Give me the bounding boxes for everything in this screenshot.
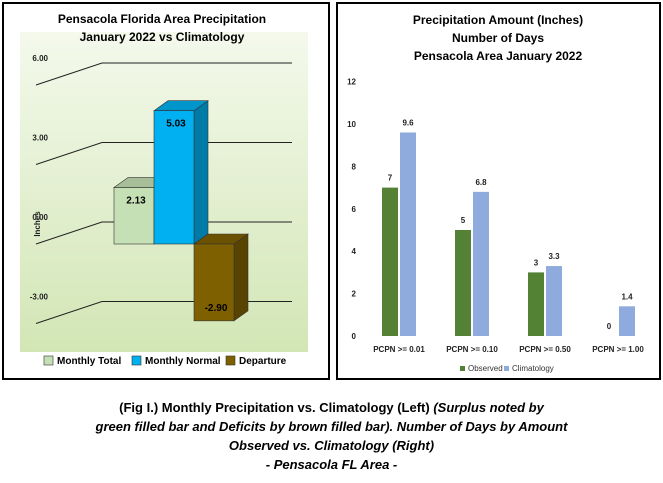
- right-legend: Observed Climatology: [460, 364, 554, 373]
- left-y-tick-label: -3.00: [30, 293, 49, 302]
- right-bar-value-label: 7: [388, 174, 393, 183]
- right-chart-panel: Precipitation Amount (Inches) Number of …: [336, 2, 661, 380]
- caption-line-1: (Fig I.) Monthly Precipitation vs. Clima…: [0, 398, 663, 417]
- right-legend-swatch: [460, 366, 465, 371]
- right-y-tick-label: 2: [352, 290, 357, 299]
- right-bar: [473, 191, 489, 336]
- right-bar-value-label: 9.6: [402, 118, 414, 127]
- right-category-label: PCPN >= 1.00: [592, 345, 644, 354]
- left-legend-label: Departure: [239, 356, 287, 367]
- caption-line-1-italic: (Surplus noted by: [433, 400, 544, 415]
- left-y-tick-label: 3.00: [32, 134, 48, 143]
- right-chart-title-line-1: Precipitation Amount (Inches): [413, 13, 583, 27]
- right-category-label: PCPN >= 0.50: [519, 345, 571, 354]
- right-bar: [400, 132, 416, 336]
- right-y-tick-label: 6: [352, 205, 357, 214]
- left-y-tick-label: 0.00: [32, 213, 48, 222]
- right-legend-swatch: [504, 366, 509, 371]
- left-legend: Monthly Total Monthly Normal Departure: [43, 355, 287, 367]
- right-bar-value-label: 0: [607, 322, 612, 331]
- right-bar: [382, 187, 398, 336]
- right-bar: [546, 266, 562, 336]
- right-category-label: PCPN >= 0.01: [373, 345, 425, 354]
- right-chart: Precipitation Amount (Inches) Number of …: [347, 13, 644, 373]
- left-chart: Pensacola Florida Area Precipitation Jan…: [20, 12, 308, 367]
- right-bar-value-label: 6.8: [475, 178, 487, 187]
- left-chart-title-line-2: January 2022 vs Climatology: [80, 30, 245, 44]
- left-bar-value-label: -2.90: [205, 303, 228, 314]
- left-gridline: [35, 142, 292, 165]
- left-chart-panel: Pensacola Florida Area Precipitation Jan…: [2, 2, 330, 380]
- right-legend-label: Observed: [468, 364, 503, 373]
- left-legend-swatch: [43, 355, 54, 366]
- right-category-label: PCPN >= 0.10: [446, 345, 498, 354]
- right-category-labels: PCPN >= 0.01 PCPN >= 0.10 PCPN >= 0.50 PCPN…: [373, 345, 644, 354]
- left-y-tick-label: 6.00: [32, 54, 48, 63]
- right-y-tick-label: 8: [352, 162, 357, 171]
- right-bar-value-label: 3: [534, 258, 539, 267]
- left-bars: 2.13 5.03 -2.90: [113, 100, 249, 322]
- right-bars: 7 9.6 5 6.8 3 3.3 0 1.4: [382, 118, 635, 336]
- left-legend-label: Monthly Total: [57, 356, 121, 367]
- left-gridline: [35, 221, 292, 245]
- right-bar: [455, 230, 471, 336]
- right-y-tick-label: 10: [347, 120, 356, 129]
- left-bar: [193, 243, 235, 322]
- left-y-axis-label: Inches: [33, 211, 42, 237]
- left-bar-side: [233, 233, 249, 322]
- left-chart-title-line-1: Pensacola Florida Area Precipitation: [58, 12, 266, 26]
- right-bar-value-label: 3.3: [548, 252, 560, 261]
- left-legend-swatch: [131, 355, 142, 366]
- left-bar: [153, 110, 195, 245]
- left-legend-label: Monthly Normal: [145, 356, 221, 367]
- right-y-tick-label: 0: [352, 332, 357, 341]
- right-y-tick-label: 4: [352, 247, 357, 256]
- left-bar-value-label: 2.13: [126, 196, 146, 207]
- right-bar: [528, 272, 544, 336]
- left-legend-swatch: [225, 355, 236, 366]
- caption-line-2: green filled bar and Deficits by brown f…: [95, 419, 568, 434]
- right-y-tick-label: 12: [347, 78, 356, 87]
- figure-caption: (Fig I.) Monthly Precipitation vs. Clima…: [0, 398, 663, 474]
- right-y-ticks: 0 2 4 6 8 10 12: [347, 78, 356, 341]
- right-chart-title-line-2: Number of Days: [452, 31, 544, 45]
- right-bar-value-label: 5: [461, 216, 466, 225]
- left-gridline: [35, 62, 292, 86]
- right-legend-label: Climatology: [512, 364, 554, 373]
- caption-line-1-normal: (Fig I.) Monthly Precipitation vs. Clima…: [119, 400, 434, 415]
- right-bar: [619, 306, 635, 336]
- left-bar-value-label: 5.03: [166, 119, 186, 130]
- right-bar-value-label: 1.4: [621, 292, 633, 301]
- left-bar-side: [193, 100, 209, 245]
- caption-line-3: Observed vs. Climatology (Right): [228, 438, 435, 453]
- left-y-ticks: -3.00 0.00 3.00 6.00: [30, 54, 49, 302]
- caption-line-4: - Pensacola FL Area -: [265, 457, 398, 472]
- right-chart-title-line-3: Pensacola Area January 2022: [414, 49, 583, 63]
